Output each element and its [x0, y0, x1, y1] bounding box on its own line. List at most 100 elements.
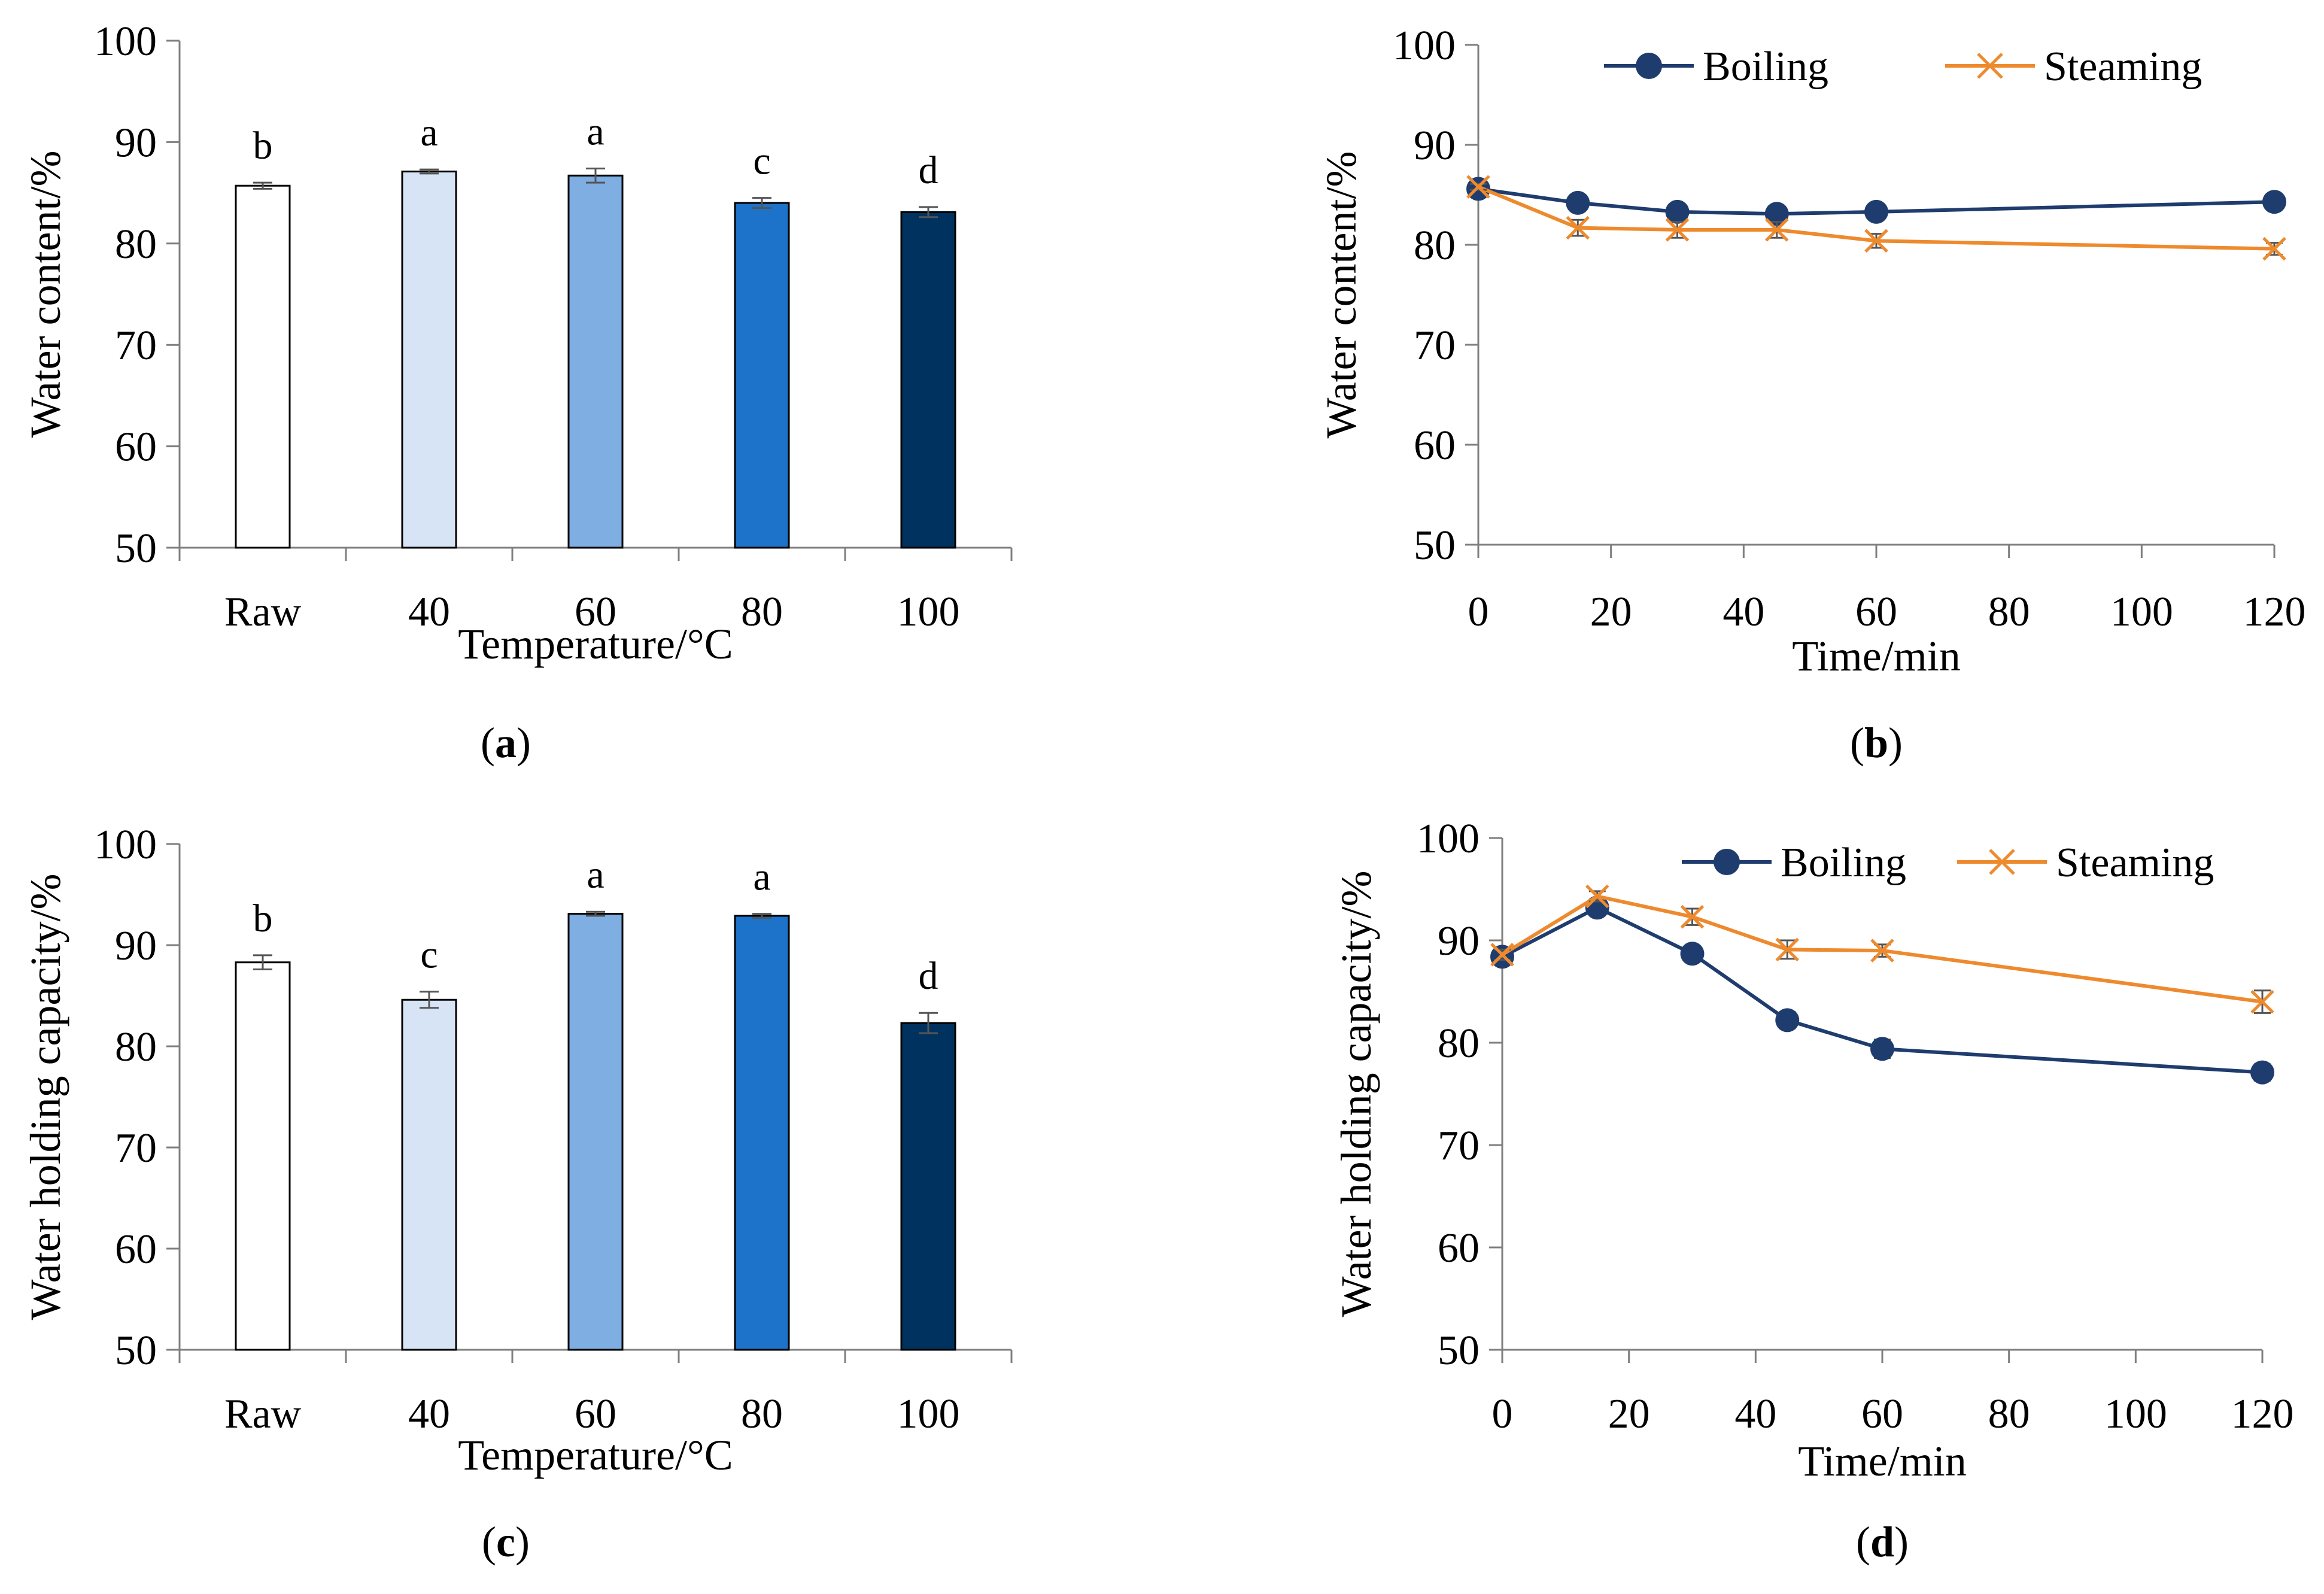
y-tick-label: 80: [115, 221, 157, 268]
x-tick-label: 80: [1988, 589, 2030, 635]
y-axis-title: Water holding capacity/%: [22, 874, 69, 1320]
legend-marker: [1714, 849, 1740, 875]
legend-marker: [1977, 53, 2003, 79]
panel-label: (a): [481, 719, 531, 767]
y-tick-label: 100: [1417, 816, 1480, 862]
bar-Raw: [235, 184, 291, 549]
x-tick-label: 0: [1492, 1391, 1513, 1437]
bar-Raw: [235, 961, 291, 1351]
data-point: [1680, 942, 1705, 966]
series-line: [1477, 185, 2275, 251]
significance-letter: c: [753, 139, 770, 183]
bar-100: [900, 211, 956, 549]
panel-label: (c): [482, 1518, 530, 1566]
series-steaming: [1490, 884, 2274, 1014]
legend-label: Steaming: [2056, 840, 2214, 886]
y-tick-label: 100: [1393, 23, 1456, 69]
data-point: [1775, 1008, 1800, 1033]
y-tick-label: 60: [115, 1226, 157, 1273]
x-tick-label: 60: [575, 1391, 616, 1437]
series-boiling: [1490, 895, 2274, 1085]
chart-panel-c: 50 60 70 80 90 100 Water holding capacity/% b Ra…: [22, 822, 1013, 1566]
data-point: [1764, 218, 1789, 242]
panel-label: (d): [1856, 1518, 1909, 1566]
y-axis-title: Water content/%: [22, 151, 69, 438]
data-point: [1870, 939, 1894, 963]
bar-80: [734, 202, 790, 549]
y-tick-label: 50: [115, 526, 157, 572]
data-point: [1585, 884, 1609, 909]
chart-panel-b: 50 60 70 80 90 100 Water content/% 0 20 40 60 80 100…: [1317, 23, 2306, 767]
data-point: [1870, 1037, 1894, 1061]
legend-entry-boiling: Boiling: [1604, 44, 1828, 90]
data-point: [1490, 943, 1514, 967]
legend-marker: [1989, 849, 2015, 875]
x-tick-label: 100: [2104, 1391, 2167, 1437]
x-tick-label: 120: [2231, 1391, 2294, 1437]
data-point: [2250, 989, 2274, 1014]
series-steaming: [1466, 175, 2286, 261]
bar-100: [900, 1022, 956, 1351]
y-tick-label: 90: [1438, 918, 1480, 964]
x-tick-label: 40: [1734, 1391, 1776, 1437]
data-point: [1665, 199, 1690, 224]
significance-letter: a: [753, 855, 770, 899]
bar-60: [567, 174, 624, 549]
y-tick-label: 50: [1438, 1328, 1480, 1374]
x-axis-title: Time/min: [1792, 632, 1960, 680]
significance-letter: d: [919, 148, 938, 192]
data-point: [2250, 1060, 2274, 1085]
x-tick-label: 40: [408, 1391, 450, 1437]
significance-letter: a: [587, 110, 604, 153]
chart-panel-d: 50 60 70 80 90 100 Water holding capacity/% 0 20…: [1332, 816, 2294, 1566]
significance-letter: a: [420, 111, 438, 154]
bar-80: [734, 915, 790, 1351]
x-tick-label: 60: [1861, 1391, 1903, 1437]
x-tick-label: Raw: [224, 1391, 302, 1437]
x-tick-label: 100: [2110, 589, 2173, 635]
data-point: [2262, 236, 2286, 261]
series-line: [1501, 905, 2263, 1074]
legend-entry-steaming: Steaming: [1945, 44, 2202, 90]
chart-panel-a: 50 60 70 80 90 100 Water content/% b Raw a 40 a 60 c 8…: [22, 19, 1013, 767]
data-point: [1566, 190, 1590, 215]
y-tick-label: 60: [1414, 423, 1456, 469]
data-point: [1764, 202, 1789, 226]
series-boiling: [1466, 177, 2286, 226]
y-tick-label: 70: [1414, 323, 1456, 369]
x-tick-label: Raw: [224, 589, 302, 635]
y-tick-label: 80: [1438, 1021, 1480, 1067]
y-tick-label: 70: [115, 1125, 157, 1171]
y-tick-label: 80: [115, 1024, 157, 1070]
bar-40: [401, 171, 457, 549]
data-point: [1566, 215, 1590, 240]
x-tick-label: 20: [1608, 1391, 1650, 1437]
x-tick-label: 80: [741, 589, 783, 635]
significance-letter: b: [253, 897, 273, 940]
significance-letter: c: [420, 933, 438, 977]
legend-entry-steaming: Steaming: [1957, 840, 2214, 886]
x-tick-label: 100: [897, 589, 960, 635]
y-tick-label: 90: [115, 120, 157, 166]
y-tick-label: 50: [115, 1328, 157, 1374]
legend-label: Boiling: [1703, 44, 1828, 90]
x-tick-label: 40: [408, 589, 450, 635]
y-tick-label: 90: [1414, 123, 1456, 169]
y-tick-label: 80: [1414, 223, 1456, 269]
y-tick-label: 60: [115, 424, 157, 470]
data-point: [1665, 218, 1690, 242]
data-point: [2262, 190, 2286, 214]
x-tick-label: 0: [1468, 589, 1489, 635]
series-line: [1478, 187, 2275, 216]
legend-marker: [1636, 53, 1662, 79]
legend-label: Steaming: [2044, 44, 2202, 90]
data-point: [1466, 175, 1490, 199]
bar-60: [567, 913, 624, 1351]
y-axis-title: Water content/%: [1317, 151, 1365, 439]
x-tick-label: 80: [1988, 1391, 2030, 1437]
bar-40: [401, 998, 457, 1351]
data-point: [1864, 199, 1888, 224]
x-axis-title: Time/min: [1798, 1437, 1966, 1485]
y-tick-label: 100: [94, 822, 157, 868]
